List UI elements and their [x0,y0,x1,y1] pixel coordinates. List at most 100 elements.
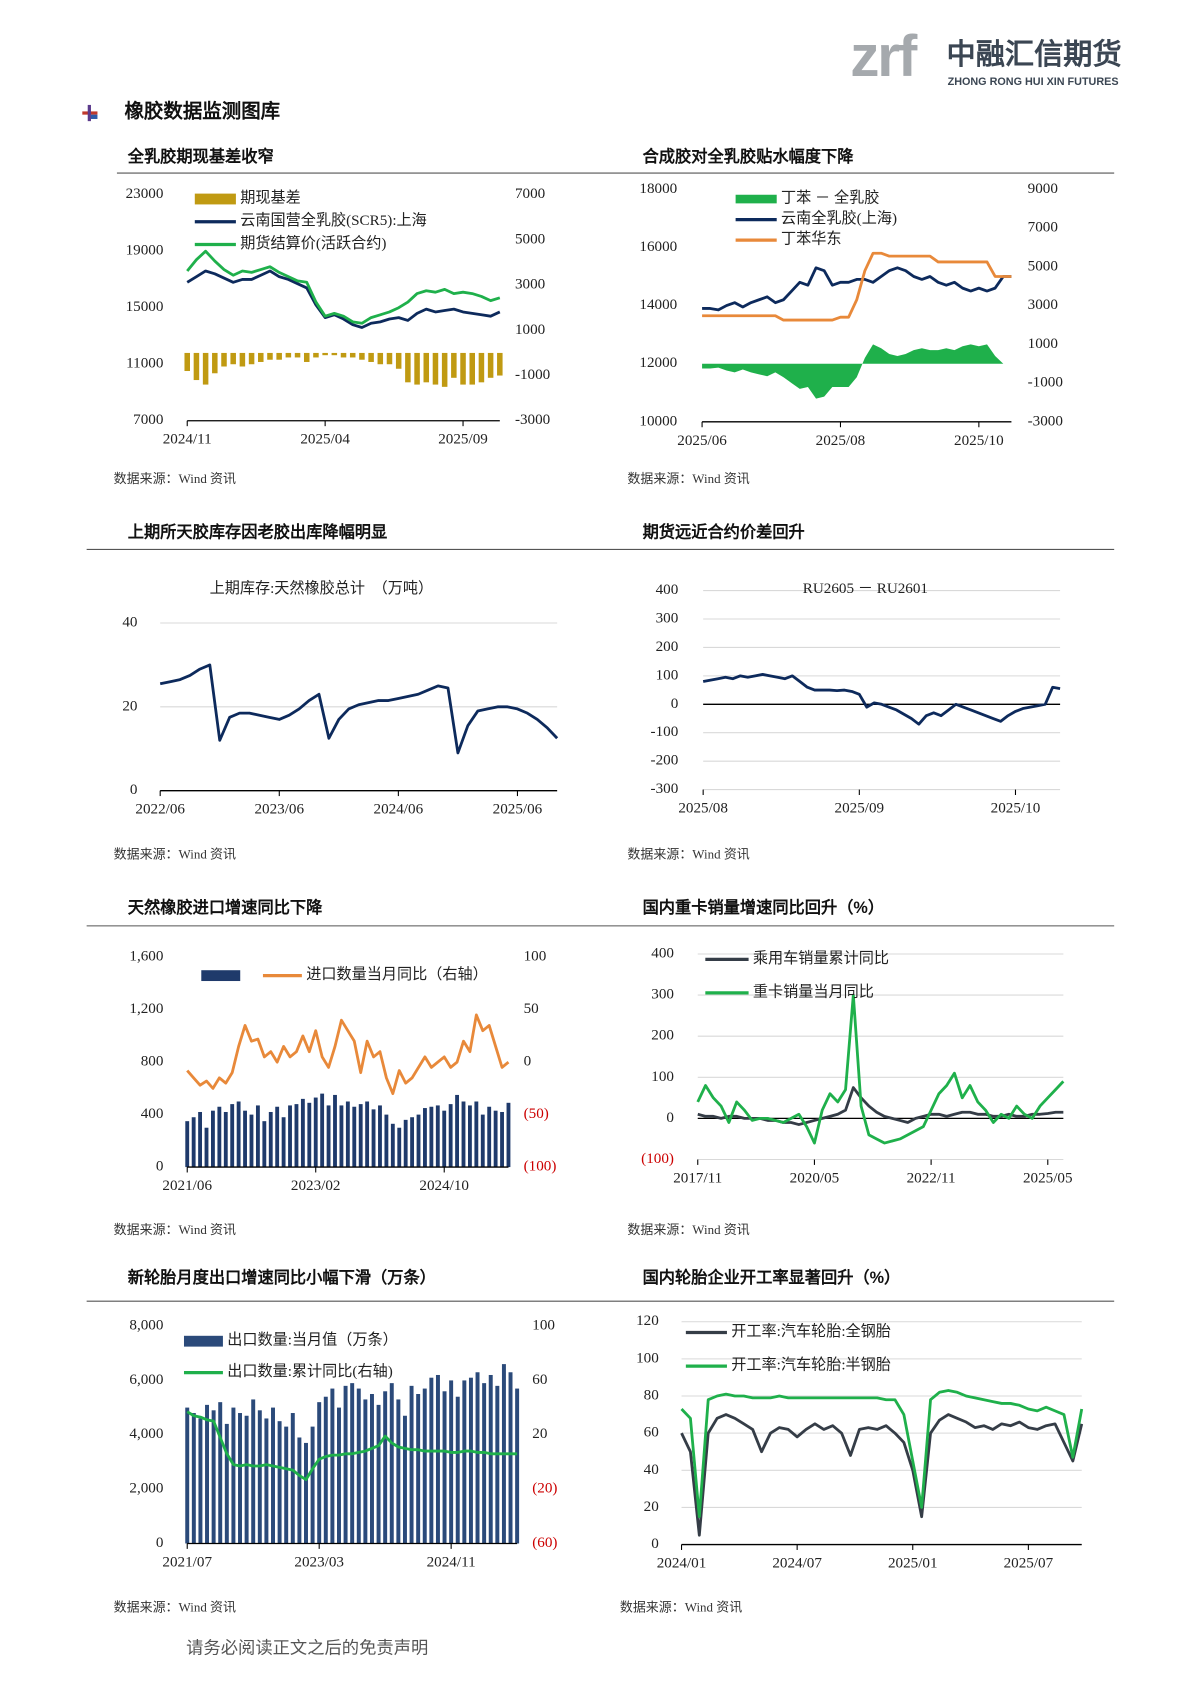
bar [251,1399,256,1544]
legend-swatch [201,970,241,982]
x-tick-label: 2025/01 [888,1555,938,1571]
line [702,266,1012,312]
bar [271,1407,275,1544]
bar [460,352,466,385]
bar [405,352,411,383]
bar [352,1106,357,1168]
bar [277,1421,282,1544]
chart-title: 合成胶对全乳胶贴水幅度下降 [643,147,855,166]
bar [409,1385,414,1544]
line [159,663,559,755]
line [702,673,1061,726]
data-source: 数据来源：Wind 资讯 [627,847,749,862]
bar [416,1114,421,1168]
bar [369,1394,374,1544]
bar [389,1383,394,1544]
y-tick-label: 11000 [126,356,163,372]
data-source: 数据来源：Wind 资讯 [114,471,236,486]
bar [448,1104,453,1168]
bar [442,1110,447,1168]
line [186,269,501,329]
bar [248,352,255,365]
company-name: 中融汇信期货 [947,37,1122,71]
legend-swatch [183,1335,223,1347]
y2-tick-label: 5000 [515,231,545,247]
bar [461,1101,466,1168]
y-tick-label: 60 [644,1425,659,1441]
bar [205,1404,210,1544]
bar [432,352,439,385]
line [680,1413,1084,1537]
chart-title: 期货远近合约价差回升 [643,523,805,542]
bar [217,1106,222,1168]
y-tick-label: 400 [651,945,674,961]
y-tick-label: 800 [141,1054,164,1070]
x-tick-label: 2024/01 [657,1555,707,1571]
bar [307,1102,312,1168]
y-tick-label: 16000 [639,239,677,255]
y2-tick-label: (50) [524,1106,549,1122]
bar [275,1106,280,1168]
bar [184,352,190,372]
bar [397,1127,402,1168]
x-tick-label: 2022/06 [135,802,185,818]
bar [390,1123,395,1168]
y-tick-label: 0 [130,782,138,798]
line [186,249,501,325]
bar [478,352,485,383]
bar [243,1110,247,1168]
y-tick-label: 100 [656,667,679,683]
x-tick-label: 2025/08 [678,801,728,817]
legend-label: 重卡销量当月同比 [753,983,874,1000]
bar [249,1114,254,1168]
legend-label: 进口数量当月同比（右轴） [306,966,488,983]
y-tick-label: 18000 [639,181,677,197]
x-tick-label: 2020/05 [790,1170,840,1186]
x-tick-label: 2022/11 [907,1170,956,1186]
bar [284,1426,289,1544]
x-tick-label: 2025/09 [438,432,488,448]
bar [429,1377,434,1544]
x-tick-label: 2025/05 [1023,1170,1073,1186]
y-tick-label: 80 [644,1387,659,1403]
bar [365,1101,370,1168]
bar [451,352,457,378]
y-tick-label: 4,000 [129,1426,163,1442]
bar [285,352,292,358]
bar [455,1094,459,1168]
y-tick-label: 20 [122,698,137,714]
bar [224,1423,229,1544]
data-source: 数据来源：Wind 资讯 [627,471,749,486]
bar [469,352,475,385]
x-tick-label: 2023/02 [291,1178,341,1194]
y2-tick-label: 0 [524,1054,532,1070]
bar [244,1415,249,1544]
x-tick-label: 2024/10 [419,1178,469,1194]
bar [368,352,374,362]
x-tick-label: 2025/06 [493,802,543,818]
bar [326,1105,331,1168]
x-tick-label: 2017/11 [673,1170,722,1186]
chart-title: 新轮胎月度出口增速同比小幅下滑（万条） [128,1268,436,1287]
bar [218,1402,223,1544]
bar [480,1114,485,1168]
x-tick-label: 2025/06 [677,433,727,449]
line [702,251,1012,322]
y-tick-label: 300 [651,987,674,1003]
x-tick-label: 2024/11 [163,432,212,448]
y-tick-label: 300 [656,610,679,626]
x-tick-label: 2023/06 [254,802,304,818]
y-tick-label: 400 [141,1106,164,1122]
bar [386,352,393,365]
y-tick-label: 7000 [133,412,163,428]
legend-label: 期现基差 [240,189,301,206]
y-tick-label: 100 [651,1069,674,1085]
bar [331,352,338,356]
bar [475,1372,480,1544]
bar [371,1109,376,1168]
bar [231,1407,236,1544]
y2-tick-label: 1000 [515,322,545,338]
bar [288,1105,292,1168]
